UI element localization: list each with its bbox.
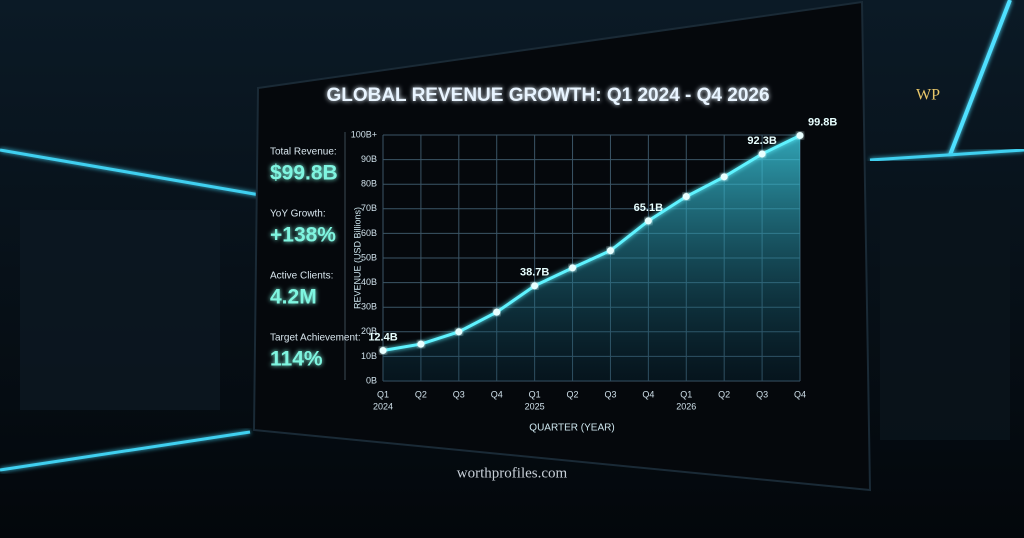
neon-strip	[869, 148, 1024, 162]
y-tick-label: 70B	[361, 203, 377, 213]
x-tick-label: Q3	[756, 389, 768, 399]
y-tick-label: 20B	[361, 326, 377, 336]
x-tick-label: Q4	[491, 389, 503, 399]
neon-strip	[948, 0, 1012, 156]
kpi-value: 114%	[270, 348, 323, 371]
x-tick-label: Q3	[453, 389, 465, 399]
point	[531, 282, 539, 290]
point	[682, 193, 690, 200]
kpi-value: 4.2M	[270, 286, 317, 309]
x-tick-label: Q3	[604, 389, 616, 399]
x-tick-label: Q1	[529, 389, 541, 399]
x-tick-year: 2026	[676, 401, 696, 411]
x-tick-label: Q2	[415, 389, 427, 399]
point	[606, 247, 614, 255]
y-tick-label: 30B	[361, 302, 377, 312]
y-tick-label: 40B	[361, 277, 377, 287]
kpi-label: Total Revenue:	[270, 147, 337, 158]
window	[20, 210, 220, 410]
area-fill	[383, 135, 800, 381]
neon-strip	[0, 148, 261, 197]
kpi-value: $99.8B	[270, 162, 338, 185]
point	[379, 346, 387, 354]
point	[644, 217, 652, 225]
y-tick-label: 0B	[366, 375, 377, 385]
kpi-label: Active Clients:	[270, 271, 333, 282]
point	[493, 308, 501, 316]
watermark: worthprofiles.com	[457, 465, 568, 481]
line	[382, 134, 801, 352]
kpi-label: YoY Growth:	[270, 209, 326, 220]
y-tick-label: 80B	[361, 179, 377, 189]
neon-strip	[0, 430, 251, 472]
y-axis-label: REVENUE (USD Billions)	[352, 207, 362, 309]
chart-title: GLOBAL REVENUE GROWTH: Q1 2024 - Q4 2026	[326, 85, 769, 106]
x-tick-year: 2025	[525, 401, 545, 411]
point	[758, 150, 766, 158]
y-tick-label: 90B	[361, 154, 377, 164]
y-tick-label: 60B	[361, 228, 377, 238]
point	[455, 328, 463, 336]
y-tick-label: 50B	[361, 252, 377, 262]
x-tick-label: Q4	[642, 389, 654, 399]
x-tick-year: 2024	[373, 401, 393, 411]
x-tick-label: Q2	[718, 389, 730, 399]
value-label: 65.1B	[634, 202, 663, 214]
x-axis-label: QUARTER (YEAR)	[529, 423, 614, 434]
point	[417, 340, 425, 348]
point	[796, 131, 804, 139]
logo: WP	[916, 87, 940, 104]
kpi-label: Target Achievement:	[270, 333, 361, 344]
value-label: 38.7B	[520, 267, 549, 279]
y-tick-label: 100B+	[351, 129, 377, 139]
x-tick-label: Q1	[377, 389, 389, 399]
x-tick-label: Q4	[794, 389, 806, 399]
point	[720, 173, 728, 181]
value-label: 12.4B	[368, 331, 397, 343]
kpi-value: +138%	[270, 224, 336, 247]
point	[569, 264, 577, 272]
value-label: 92.3B	[747, 135, 776, 147]
x-tick-label: Q1	[680, 389, 692, 399]
x-tick-label: Q2	[567, 389, 579, 399]
value-label: 99.8B	[808, 116, 837, 128]
y-tick-label: 10B	[361, 351, 377, 361]
window	[880, 200, 1010, 440]
